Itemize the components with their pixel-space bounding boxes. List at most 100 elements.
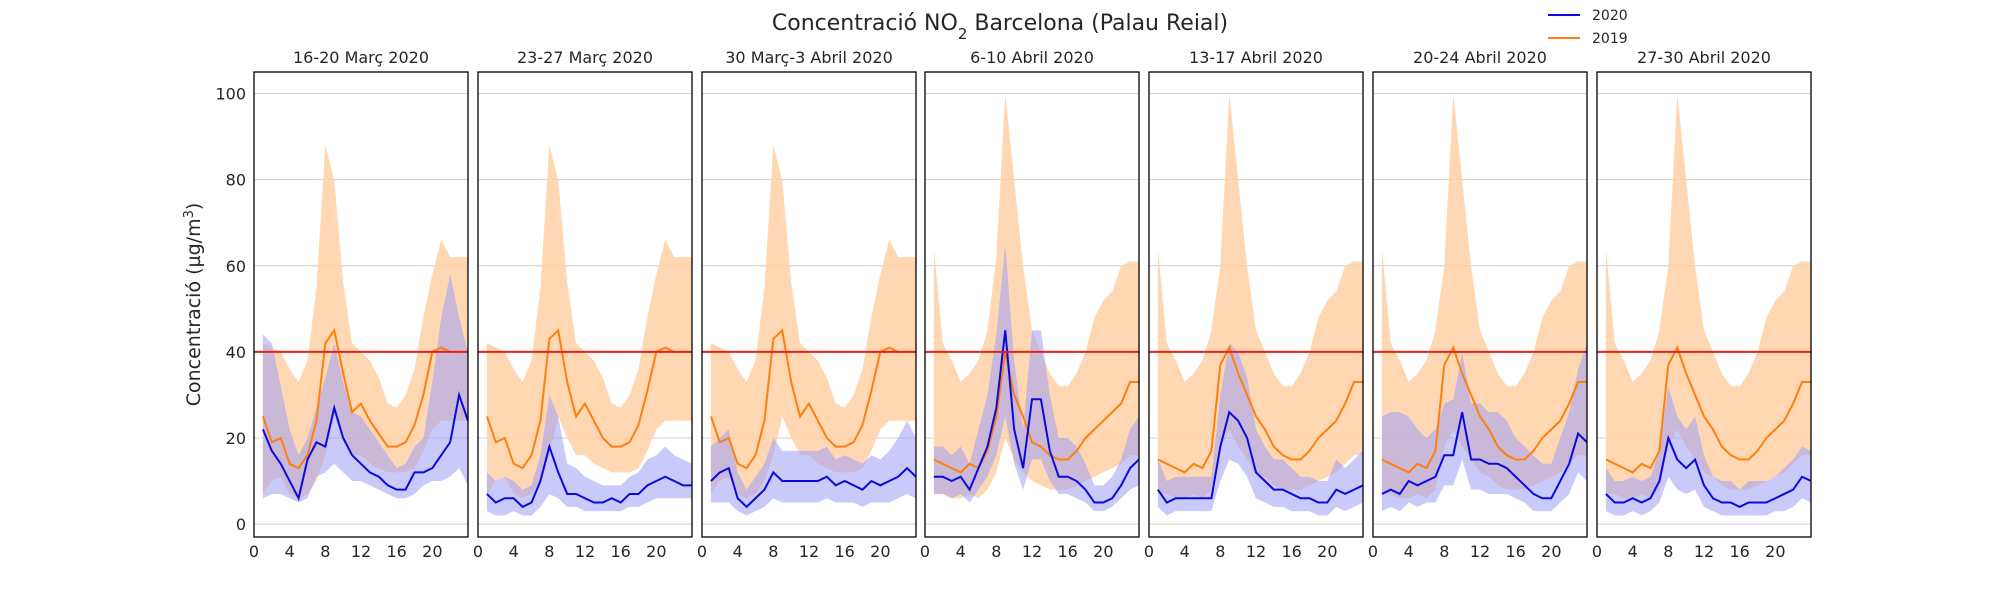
band-2019 [1605,93,1811,499]
x-tick-label: 8 [1215,542,1225,561]
x-tick-label: 20 [1765,542,1785,561]
band-2019 [933,93,1139,499]
panel-frame [701,71,917,538]
x-tick-label: 12 [799,542,819,561]
band-2020 [1381,343,1587,512]
series-line-2020 [486,443,692,509]
series-line-2020 [261,391,468,502]
panel-plot-area [925,93,1139,525]
x-tick-label: 0 [1368,542,1378,561]
x-tick-label: 16 [834,542,854,561]
panel-frame [1372,71,1588,538]
band-2019 [1381,93,1587,499]
x-tick-label: 4 [1628,542,1638,561]
band-2019 [710,145,916,499]
x-tick-label: 8 [544,542,554,561]
x-tick-label: 8 [768,542,778,561]
x-tick-label: 8 [320,542,330,561]
panel-plot-area [1373,93,1587,525]
x-tick-label: 0 [1144,542,1154,561]
panel-title: 30 Març-3 Abril 2020 [725,48,893,67]
series-line-2019 [1381,345,1587,474]
x-tick-label: 12 [1246,542,1266,561]
y-tick-label: 60 [226,257,246,276]
panel-7: 27-30 Abril 2020 0 4 8 12 16 20 [1592,48,1812,561]
x-tick-label: 20 [1541,542,1561,561]
x-tick-label: 4 [1404,542,1414,561]
x-tick-label: 4 [733,542,743,561]
y-tick-label: 80 [226,171,246,190]
panel-title: 6-10 Abril 2020 [970,48,1094,67]
x-tick-label: 4 [1180,542,1190,561]
band-2019 [262,145,468,499]
panel-title: 16-20 Març 2020 [293,48,429,67]
panel-frame [477,71,693,538]
x-tick-label: 4 [285,542,295,561]
panel-title: 13-17 Abril 2020 [1189,48,1323,67]
panel-frame [253,71,469,538]
x-tick-label: 0 [1592,542,1602,561]
panel-3: 30 Març-3 Abril 2020 0 4 8 12 16 20 [697,48,917,561]
panel-frame [1148,71,1364,538]
series-line-2020 [1157,410,1363,504]
panel-4: 6-10 Abril 2020 0 4 8 12 16 20 [920,48,1140,561]
x-tick-label: 16 [1281,542,1301,561]
x-tick-label: 0 [473,542,483,561]
band-2019 [1157,93,1363,499]
y-tick-label: 40 [226,343,246,362]
x-tick-label: 4 [956,542,966,561]
x-tick-label: 12 [1022,542,1042,561]
x-tick-label: 0 [920,542,930,561]
x-tick-label: 20 [422,542,442,561]
x-tick-label: 8 [1663,542,1673,561]
y-tick-label: 0 [236,515,246,534]
x-tick-label: 16 [610,542,630,561]
panel-plot-area [254,93,468,525]
series-line-2020 [1605,434,1811,508]
panel-plot-area [702,93,916,525]
panel-frame [1596,71,1812,538]
legend-label-2019: 2019 [1592,31,1628,47]
y-axis-label: Concentració (µg/m3) [182,203,206,407]
x-tick-label: 8 [991,542,1001,561]
panel-plot-area [1597,93,1811,525]
panel-frame [924,71,1140,538]
x-tick-label: 4 [509,542,519,561]
panel-2: 23-27 Març 2020 0 4 8 12 16 20 [473,48,693,561]
x-tick-label: 12 [1470,542,1490,561]
chart-title: Concentració NO2 Barcelona (Palau Reial) [772,11,1228,43]
panel-title: 23-27 Març 2020 [517,48,653,67]
x-tick-label: 16 [1729,542,1749,561]
panel-1: 16-20 Març 2020 0 4 8 12 16 20 [249,48,469,561]
x-tick-label: 12 [1694,542,1714,561]
panel-plot-area [478,93,692,525]
panel-plot-area [1149,93,1363,525]
x-tick-label: 0 [249,542,259,561]
panel-title: 27-30 Abril 2020 [1637,48,1771,67]
x-tick-label: 16 [1505,542,1525,561]
panel-title: 20-24 Abril 2020 [1413,48,1547,67]
x-tick-label: 20 [646,542,666,561]
x-tick-label: 12 [575,542,595,561]
band-2019 [486,145,692,499]
x-tick-label: 12 [351,542,371,561]
x-tick-label: 16 [386,542,406,561]
panel-6: 20-24 Abril 2020 0 4 8 12 16 20 [1368,48,1588,561]
series-line-2019 [1157,345,1363,474]
series-line-2020 [1381,411,1587,500]
y-tick-label: 100 [215,85,246,104]
legend: 2020 2019 [1548,8,1628,47]
x-tick-label: 16 [1057,542,1077,561]
series-line-2020 [933,330,1139,504]
legend-label-2020: 2020 [1592,8,1628,24]
series-line-2020 [710,466,916,509]
x-tick-label: 8 [1439,542,1449,561]
series-line-2019 [1605,345,1811,474]
series-line-2019 [933,351,1139,474]
x-tick-label: 20 [1093,542,1113,561]
x-tick-label: 0 [697,542,707,561]
x-tick-label: 20 [1317,542,1337,561]
band-2020 [933,244,1139,512]
